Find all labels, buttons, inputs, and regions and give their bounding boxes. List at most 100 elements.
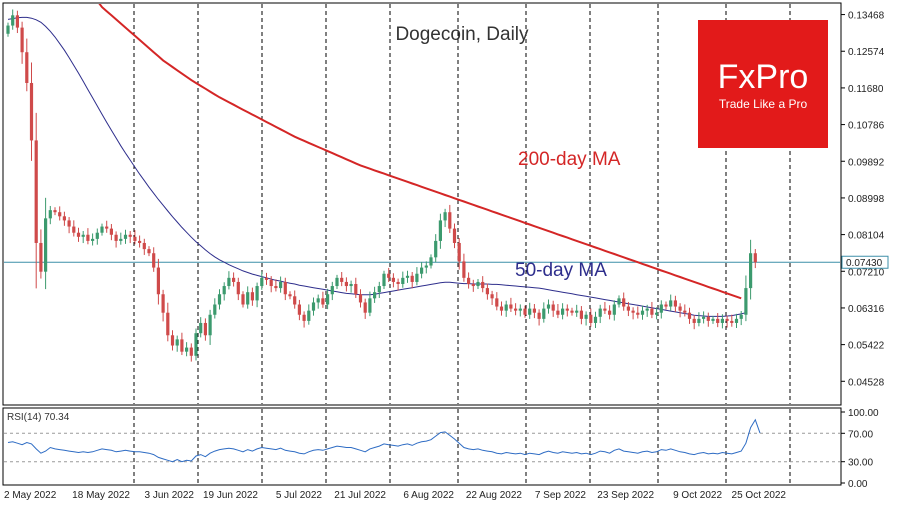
rsi-tick-label: 100.00 bbox=[848, 408, 879, 419]
candle-bear bbox=[250, 292, 254, 301]
candle-bear bbox=[448, 212, 452, 229]
date-axis: 2 May 2022 18 May 2022 3 Jun 2022 19 Jun 20… bbox=[4, 490, 786, 501]
candle-bear bbox=[495, 298, 499, 307]
candle-bear bbox=[499, 306, 504, 311]
price-tick-label: 0.04528 bbox=[848, 377, 885, 388]
candle-bull bbox=[368, 298, 372, 313]
price-tick-label: 0.10786 bbox=[848, 121, 885, 132]
candle-bull bbox=[434, 240, 438, 258]
candle-bull bbox=[528, 308, 532, 315]
candle-bear bbox=[716, 318, 720, 323]
candle-bull bbox=[194, 333, 198, 356]
candle-bull bbox=[669, 300, 673, 307]
fxpro-logo-background bbox=[698, 20, 828, 148]
rsi-panel-frame bbox=[2, 407, 842, 486]
ma200-line bbox=[98, 4, 742, 300]
candle-bear bbox=[203, 322, 207, 336]
price-tick-label: 0.08104 bbox=[848, 231, 885, 242]
rsi-tick-label: 0.00 bbox=[848, 479, 868, 490]
candle-bear bbox=[706, 316, 710, 321]
candle-bull bbox=[542, 308, 546, 319]
candle-bull bbox=[739, 314, 743, 319]
candle-bear bbox=[692, 318, 696, 323]
date-tick-label: 5 Jul 2022 bbox=[276, 490, 323, 501]
date-tick-label: 25 Oct 2022 bbox=[732, 490, 787, 501]
price-tick-label: 0.11680 bbox=[848, 84, 884, 95]
candle-bear bbox=[189, 347, 193, 356]
candle-bear bbox=[556, 310, 560, 315]
candle-bull bbox=[575, 310, 579, 313]
rsi-panel: 100.00 70.00 30.00 0.00 RSI(14) 70.34 bbox=[2, 407, 879, 490]
candle-bear bbox=[142, 242, 146, 250]
current-price-label: 0.07430 bbox=[846, 258, 883, 269]
candle-bear bbox=[58, 212, 62, 217]
candle-bull bbox=[424, 265, 428, 268]
candle-bear bbox=[631, 310, 635, 313]
candle-bear bbox=[180, 339, 184, 352]
candle-bear bbox=[467, 277, 471, 284]
rsi-date-gridlines bbox=[133, 409, 791, 484]
price-panel: 0.13468 0.12574 0.11680 0.10786 0.09892 0.089… bbox=[2, 2, 889, 406]
candle-bear bbox=[457, 242, 461, 262]
candle-bull bbox=[744, 288, 748, 315]
candle-bull bbox=[377, 286, 381, 293]
candle-bear bbox=[589, 314, 593, 323]
candle-bull bbox=[640, 310, 645, 315]
candle-bear bbox=[321, 298, 325, 305]
candle-bull bbox=[48, 210, 52, 219]
candle-bear bbox=[636, 312, 640, 315]
candle-bull bbox=[720, 318, 724, 323]
rsi-tick-label: 70.00 bbox=[848, 429, 873, 440]
date-tick-label: 22 Aug 2022 bbox=[466, 490, 523, 501]
candle-bull bbox=[199, 322, 203, 334]
candle-bull bbox=[438, 220, 442, 241]
candle-bear bbox=[673, 300, 677, 307]
candle-bull bbox=[175, 339, 179, 346]
price-tick-label: 0.07210 bbox=[848, 267, 885, 278]
candle-bull bbox=[518, 308, 522, 311]
candle-bull bbox=[659, 304, 663, 313]
chart-title: Dogecoin, Daily bbox=[395, 24, 529, 45]
candle-bear bbox=[232, 277, 236, 282]
candle-bull bbox=[415, 273, 419, 282]
candle-bull bbox=[326, 294, 330, 305]
candle-bear bbox=[297, 304, 301, 315]
price-tick-label: 0.08998 bbox=[848, 194, 885, 205]
ma200-label: 200-day MA bbox=[518, 149, 621, 170]
candle-bear bbox=[358, 294, 363, 303]
candle-bull bbox=[612, 304, 616, 315]
candle-bear bbox=[391, 277, 395, 282]
candle-bear bbox=[25, 52, 29, 83]
candle-bull bbox=[584, 314, 588, 319]
candle-bull bbox=[260, 277, 264, 287]
candle-bear bbox=[72, 226, 76, 233]
fxpro-logo: FxPro Trade Like a Pro bbox=[698, 20, 828, 148]
date-tick-label: 21 Jul 2022 bbox=[334, 490, 386, 501]
candle-bear bbox=[687, 312, 692, 319]
price-tick-label: 0.09892 bbox=[848, 157, 885, 168]
candle-bull bbox=[335, 277, 339, 287]
candle-bear bbox=[387, 273, 391, 278]
candle-bear bbox=[363, 302, 367, 313]
date-tick-label: 2 May 2022 bbox=[4, 490, 57, 501]
rsi-axis: 100.00 70.00 30.00 0.00 bbox=[841, 408, 879, 490]
candle-bull bbox=[246, 292, 250, 305]
candle-bull bbox=[255, 286, 259, 301]
rsi-line bbox=[7, 418, 761, 463]
date-tick-label: 3 Jun 2022 bbox=[145, 490, 195, 501]
candle-bear bbox=[133, 236, 137, 241]
candle-bear bbox=[114, 234, 118, 241]
candle-bear bbox=[109, 228, 113, 235]
price-tick-label: 0.06316 bbox=[848, 304, 885, 315]
rsi-tick-label: 30.00 bbox=[848, 458, 873, 469]
candle-bear bbox=[481, 281, 485, 289]
candle-bear bbox=[532, 308, 536, 313]
candle-bear bbox=[683, 310, 687, 313]
candle-bull bbox=[6, 25, 10, 34]
candle-bull bbox=[330, 286, 334, 295]
candle-bull bbox=[208, 314, 212, 336]
candle-bear bbox=[551, 304, 555, 311]
candle-bull bbox=[95, 232, 99, 239]
candle-bull bbox=[91, 238, 95, 241]
candle-bull bbox=[734, 318, 739, 323]
